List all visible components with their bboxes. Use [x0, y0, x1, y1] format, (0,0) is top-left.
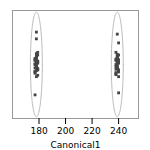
- svg-text:180: 180: [30, 126, 47, 136]
- svg-text:220: 220: [83, 126, 100, 136]
- svg-text:240: 240: [110, 126, 127, 136]
- svg-text:Canonical1: Canonical1: [51, 140, 101, 150]
- svg-text:200: 200: [57, 126, 74, 136]
